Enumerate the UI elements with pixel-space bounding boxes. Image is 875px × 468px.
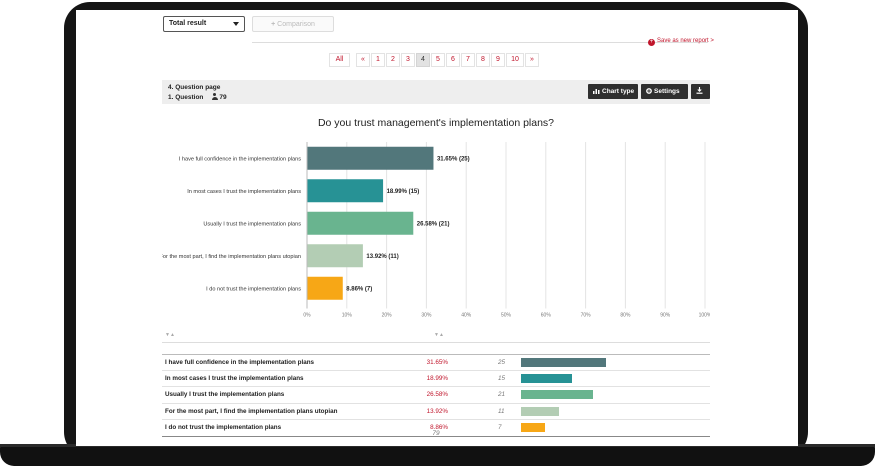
question-header: 4. Question page 1. Question 79 Chart typ… bbox=[162, 80, 710, 104]
x-tick-label: 90% bbox=[660, 313, 671, 319]
comparison-label: Comparison bbox=[277, 21, 315, 28]
row-bar bbox=[521, 390, 593, 399]
page-button[interactable]: 9 bbox=[491, 53, 505, 67]
page-button[interactable]: 10 bbox=[506, 53, 524, 67]
result-select[interactable]: Total result bbox=[163, 16, 245, 32]
bar bbox=[307, 244, 363, 268]
category-label: I do not trust the implementation plans bbox=[206, 286, 301, 292]
page-button[interactable]: 2 bbox=[386, 53, 400, 67]
table-row: In most cases I trust the implementation… bbox=[162, 371, 710, 387]
category-label: I have full confidence in the implementa… bbox=[179, 156, 301, 162]
page-button[interactable]: 6 bbox=[446, 53, 460, 67]
question-label: 1. Question bbox=[168, 94, 204, 101]
row-percent: 8.86% bbox=[430, 424, 448, 431]
data-label: 18.99% (15) bbox=[387, 189, 420, 195]
bar bbox=[307, 211, 414, 235]
row-bar bbox=[521, 423, 545, 432]
data-label: 8.86% (7) bbox=[346, 286, 372, 292]
laptop-base bbox=[0, 444, 875, 466]
row-bar bbox=[521, 406, 559, 416]
page-button[interactable]: 8 bbox=[476, 53, 490, 67]
row-bar bbox=[521, 373, 573, 383]
row-count: 15 bbox=[498, 374, 506, 382]
row-percent: 26.58% bbox=[426, 391, 448, 398]
page-button-current[interactable]: 4 bbox=[416, 53, 430, 67]
comparison-button[interactable]: + Comparison bbox=[252, 16, 334, 32]
bar-chart-icon bbox=[593, 89, 600, 94]
bar-chart: 0% 10% 20% 30% 40% 50% 60% 70% 80% 90% 100% I have … bbox=[162, 142, 710, 319]
row-bar bbox=[521, 358, 607, 367]
x-tick-label: 20% bbox=[382, 313, 393, 319]
x-tick-label: 80% bbox=[620, 313, 631, 319]
category-label: In most cases I trust the implementation… bbox=[187, 189, 301, 195]
row-percent: 18.99% bbox=[426, 374, 448, 382]
x-tick-label: 70% bbox=[581, 313, 592, 319]
table-row: Usually I trust the implementation plans… bbox=[162, 387, 710, 404]
row-count: 7 bbox=[498, 424, 502, 431]
x-tick-label: 50% bbox=[501, 313, 512, 319]
download-button[interactable] bbox=[691, 84, 710, 99]
pagination: All « 1 2 3 4 5 6 7 8 9 10 » bbox=[329, 53, 540, 67]
app-screen: Total result + Comparison + Save as new re… bbox=[76, 10, 798, 446]
sort-value-column[interactable]: ▼▲ bbox=[434, 332, 444, 338]
save-link-label: Save as new report > bbox=[657, 38, 714, 44]
page-prev-button[interactable]: « bbox=[356, 53, 370, 67]
divider bbox=[252, 42, 708, 43]
table-row: I have full confidence in the implementa… bbox=[162, 354, 710, 371]
x-tick-label: 10% bbox=[342, 313, 353, 319]
download-icon bbox=[696, 87, 703, 94]
bar bbox=[307, 276, 343, 300]
page-next-button[interactable]: » bbox=[525, 53, 539, 67]
chart-title: Do you trust management's implementation… bbox=[317, 117, 555, 129]
settings-button[interactable]: Settings bbox=[641, 84, 688, 99]
data-label: 31.65% (25) bbox=[437, 156, 470, 162]
row-percent: 13.92% bbox=[426, 407, 448, 415]
row-count: 21 bbox=[498, 391, 506, 398]
data-label: 26.58% (21) bbox=[417, 221, 450, 227]
x-tick-label: 100% bbox=[699, 313, 710, 319]
question-page-label: 4. Question page bbox=[168, 84, 221, 91]
page-button[interactable]: 7 bbox=[461, 53, 475, 67]
plus-icon: + bbox=[271, 21, 276, 28]
row-count: 11 bbox=[498, 407, 505, 415]
bar bbox=[307, 179, 384, 203]
category-label: Usually I trust the implementation plans bbox=[203, 221, 301, 227]
table-header: ▼▲ ▼▲ bbox=[162, 332, 710, 343]
results-table: ▼▲ ▼▲ I have full confidence in the impl… bbox=[162, 332, 710, 437]
page-all-button[interactable]: All bbox=[329, 53, 350, 67]
chart-type-button[interactable]: Chart type bbox=[588, 84, 638, 99]
person-icon bbox=[211, 93, 218, 100]
respondent-count: 79 bbox=[219, 94, 227, 101]
chevron-down-icon bbox=[233, 22, 239, 26]
page-button[interactable]: 3 bbox=[401, 53, 415, 67]
data-label: 13.92% (11) bbox=[366, 254, 398, 260]
row-label: For the most part, I find the implementa… bbox=[165, 407, 338, 415]
divider bbox=[162, 342, 710, 343]
sort-label-column[interactable]: ▼▲ bbox=[165, 332, 175, 338]
plus-circle-icon: + bbox=[648, 39, 655, 46]
row-count: 25 bbox=[498, 359, 506, 366]
page-button[interactable]: 5 bbox=[431, 53, 445, 67]
chart-type-label: Chart type bbox=[602, 88, 635, 95]
page-button[interactable]: 1 bbox=[371, 53, 385, 67]
table-row: For the most part, I find the implementa… bbox=[162, 404, 710, 420]
question-info: 1. Question 79 bbox=[168, 93, 227, 101]
result-select-value: Total result bbox=[169, 20, 207, 27]
x-tick-label: 60% bbox=[541, 313, 552, 319]
bar bbox=[307, 146, 434, 170]
x-tick-label: 40% bbox=[461, 313, 472, 319]
row-label: I have full confidence in the implementa… bbox=[165, 359, 315, 366]
table-row: I do not trust the implementation plans 8… bbox=[162, 420, 710, 437]
settings-label: Settings bbox=[654, 88, 680, 95]
row-label: In most cases I trust the implementation… bbox=[165, 374, 304, 382]
x-tick-label: 30% bbox=[421, 313, 432, 319]
x-tick-label: 0% bbox=[303, 313, 311, 319]
save-as-new-report-link[interactable]: + Save as new report > bbox=[648, 38, 714, 46]
category-label: For the most part, I find the implementa… bbox=[162, 254, 301, 260]
table-total: 79 bbox=[432, 430, 440, 437]
row-percent: 31.65% bbox=[426, 359, 448, 366]
row-label: Usually I trust the implementation plans bbox=[165, 391, 285, 398]
row-label: I do not trust the implementation plans bbox=[165, 424, 282, 431]
gear-icon bbox=[646, 88, 652, 94]
